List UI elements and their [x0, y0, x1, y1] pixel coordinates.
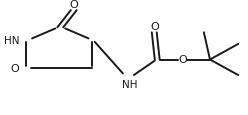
Text: O: O [179, 55, 187, 65]
Text: NH: NH [123, 79, 138, 89]
Text: O: O [10, 64, 19, 74]
Text: HN: HN [3, 35, 19, 45]
Text: O: O [150, 22, 159, 32]
Text: O: O [69, 0, 78, 10]
